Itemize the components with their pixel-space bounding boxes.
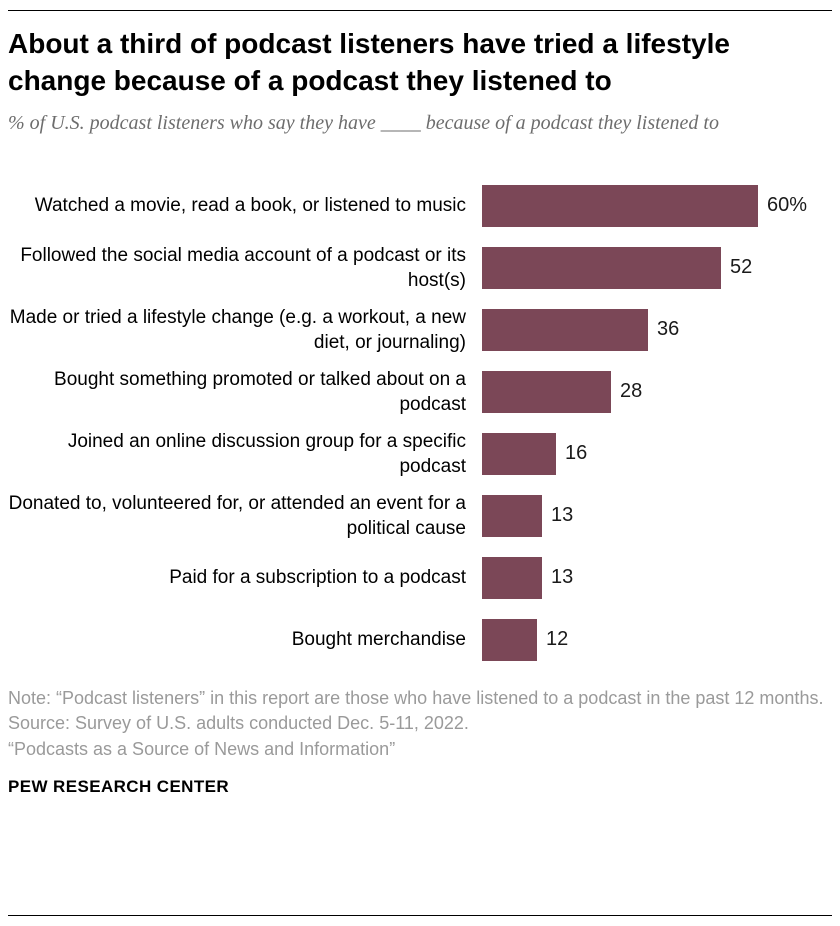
bar-track: 52 [482, 246, 832, 289]
bar [482, 556, 542, 599]
chart-row: Followed the social media account of a p… [8, 237, 832, 299]
bar-label: Bought something promoted or talked abou… [54, 368, 466, 415]
chart-row: Donated to, volunteered for, or attended… [8, 485, 832, 547]
bar-label: Bought merchandise [291, 629, 466, 651]
bar [482, 184, 758, 227]
chart-row: Paid for a subscription to a podcast 13 [8, 547, 832, 609]
bar-track: 12 [482, 618, 832, 661]
bar [482, 618, 537, 661]
chart-row: Joined an online discussion group for a … [8, 423, 832, 485]
chart-row: Watched a movie, read a book, or listene… [8, 175, 832, 237]
bar-label: Donated to, volunteered for, or attended… [8, 492, 466, 539]
bar [482, 494, 542, 537]
bar-label: Joined an online discussion group for a … [67, 430, 466, 477]
bar-value: 28 [620, 380, 643, 403]
bar-value: 13 [551, 566, 574, 589]
bar-track: 16 [482, 432, 832, 475]
chart-row: Made or tried a lifestyle change (e.g. a… [8, 299, 832, 361]
footnotes: Note: “Podcast listeners” in this report… [8, 687, 832, 761]
bar-label: Paid for a subscription to a podcast [169, 567, 466, 589]
bar-value: 12 [546, 628, 569, 651]
bar-value: 60% [767, 194, 808, 217]
chart-row: Bought merchandise 12 [8, 609, 832, 671]
bar-track: 13 [482, 556, 832, 599]
bar-label: Watched a movie, read a book, or listene… [34, 195, 466, 217]
bar-value: 36 [657, 318, 680, 341]
bar-track: 60% [482, 184, 832, 227]
chart-row: Bought something promoted or talked abou… [8, 361, 832, 423]
bar [482, 308, 648, 351]
bar-label: Followed the social media account of a p… [20, 244, 466, 291]
report-title-text: “Podcasts as a Source of News and Inform… [8, 738, 396, 759]
bar-value: 16 [565, 442, 588, 465]
bar-label: Made or tried a lifestyle change (e.g. a… [9, 306, 466, 353]
top-border [8, 10, 832, 11]
brand-footer: PEW RESEARCH CENTER [8, 777, 230, 797]
bar-track: 36 [482, 308, 832, 351]
chart-subtitle: % of U.S. podcast listeners who say they… [8, 111, 719, 134]
chart-title: About a third of podcast listeners have … [8, 28, 730, 96]
note-text: Note: “Podcast listeners” in this report… [8, 687, 824, 708]
bar [482, 246, 721, 289]
bar-chart: Watched a movie, read a book, or listene… [8, 175, 832, 671]
bar-value: 52 [730, 256, 753, 279]
bar [482, 370, 611, 413]
bar-track: 28 [482, 370, 832, 413]
bottom-border [8, 915, 832, 916]
bar-track: 13 [482, 494, 832, 537]
bar-value: 13 [551, 504, 574, 527]
source-text: Source: Survey of U.S. adults conducted … [8, 713, 469, 734]
bar [482, 432, 556, 475]
